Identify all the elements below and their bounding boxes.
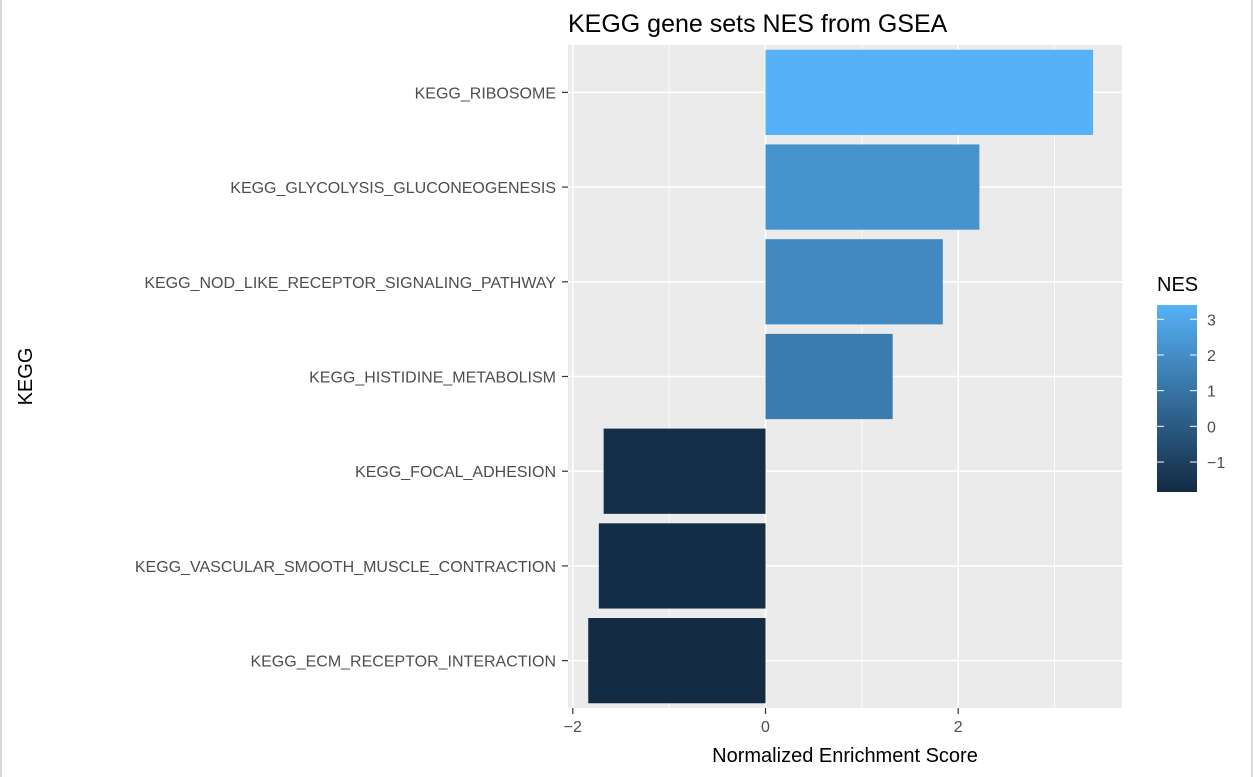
legend-tick-label: 3 [1207,312,1216,329]
legend-colorbar [1157,305,1197,492]
bar [765,333,893,420]
x-tick-label: −2 [564,719,582,736]
bar [603,428,766,514]
y-tick-label: KEGG_RIBOSOME [415,85,556,102]
bar [765,144,980,230]
y-tick-label: KEGG_HISTIDINE_METABOLISM [309,370,556,387]
x-tick-label: 2 [954,719,963,736]
legend-tick-label: 1 [1207,384,1216,401]
x-axis-title: Normalized Enrichment Score [712,745,978,767]
y-axis-title: KEGG [15,348,37,406]
bar [765,49,1094,135]
legend: NES 3 2 1 0 −1 [1157,274,1225,492]
x-tick-label: 0 [761,719,770,736]
legend-tick-label: 2 [1207,348,1216,365]
bar [598,523,766,609]
bar [765,239,943,325]
y-axis: KEGG_RIBOSOME KEGG_GLYCOLYSIS_GLUCONEOGEN… [135,85,568,671]
legend-tick-label: 0 [1207,419,1216,436]
legend-title: NES [1157,274,1198,296]
bar [588,618,766,704]
chart-title: KEGG gene sets NES from GSEA [568,10,948,38]
bars [588,49,1094,704]
y-tick-label: KEGG_VASCULAR_SMOOTH_MUSCLE_CONTRACTION [135,559,556,576]
y-tick-label: KEGG_GLYCOLYSIS_GLUCONEOGENESIS [230,180,556,197]
y-tick-label: KEGG_FOCAL_ADHESION [355,464,556,481]
legend-tick-label: −1 [1207,455,1225,472]
x-axis: −2 0 2 [564,708,963,736]
legend-ticks: 3 2 1 0 −1 [1157,312,1225,472]
y-tick-label: KEGG_ECM_RECEPTOR_INTERACTION [250,654,556,671]
y-tick-label: KEGG_NOD_LIKE_RECEPTOR_SIGNALING_PATHWAY [144,275,556,292]
